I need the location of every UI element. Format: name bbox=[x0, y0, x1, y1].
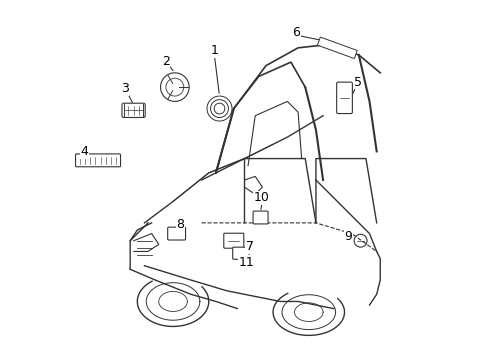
Text: 8: 8 bbox=[176, 218, 184, 231]
Text: 11: 11 bbox=[238, 256, 254, 269]
FancyBboxPatch shape bbox=[336, 82, 352, 113]
Text: 7: 7 bbox=[245, 240, 253, 253]
Text: 2: 2 bbox=[162, 55, 169, 68]
FancyBboxPatch shape bbox=[253, 211, 267, 224]
Text: 5: 5 bbox=[353, 76, 361, 89]
Text: 6: 6 bbox=[291, 26, 299, 39]
Text: 9: 9 bbox=[344, 230, 351, 243]
FancyBboxPatch shape bbox=[232, 247, 248, 259]
FancyBboxPatch shape bbox=[224, 233, 244, 248]
FancyBboxPatch shape bbox=[75, 154, 121, 167]
FancyBboxPatch shape bbox=[167, 227, 185, 240]
Text: 4: 4 bbox=[81, 145, 88, 158]
Polygon shape bbox=[317, 37, 357, 59]
Text: 3: 3 bbox=[121, 82, 128, 95]
Text: 10: 10 bbox=[253, 192, 269, 204]
FancyBboxPatch shape bbox=[122, 103, 145, 117]
Text: 1: 1 bbox=[210, 44, 218, 57]
